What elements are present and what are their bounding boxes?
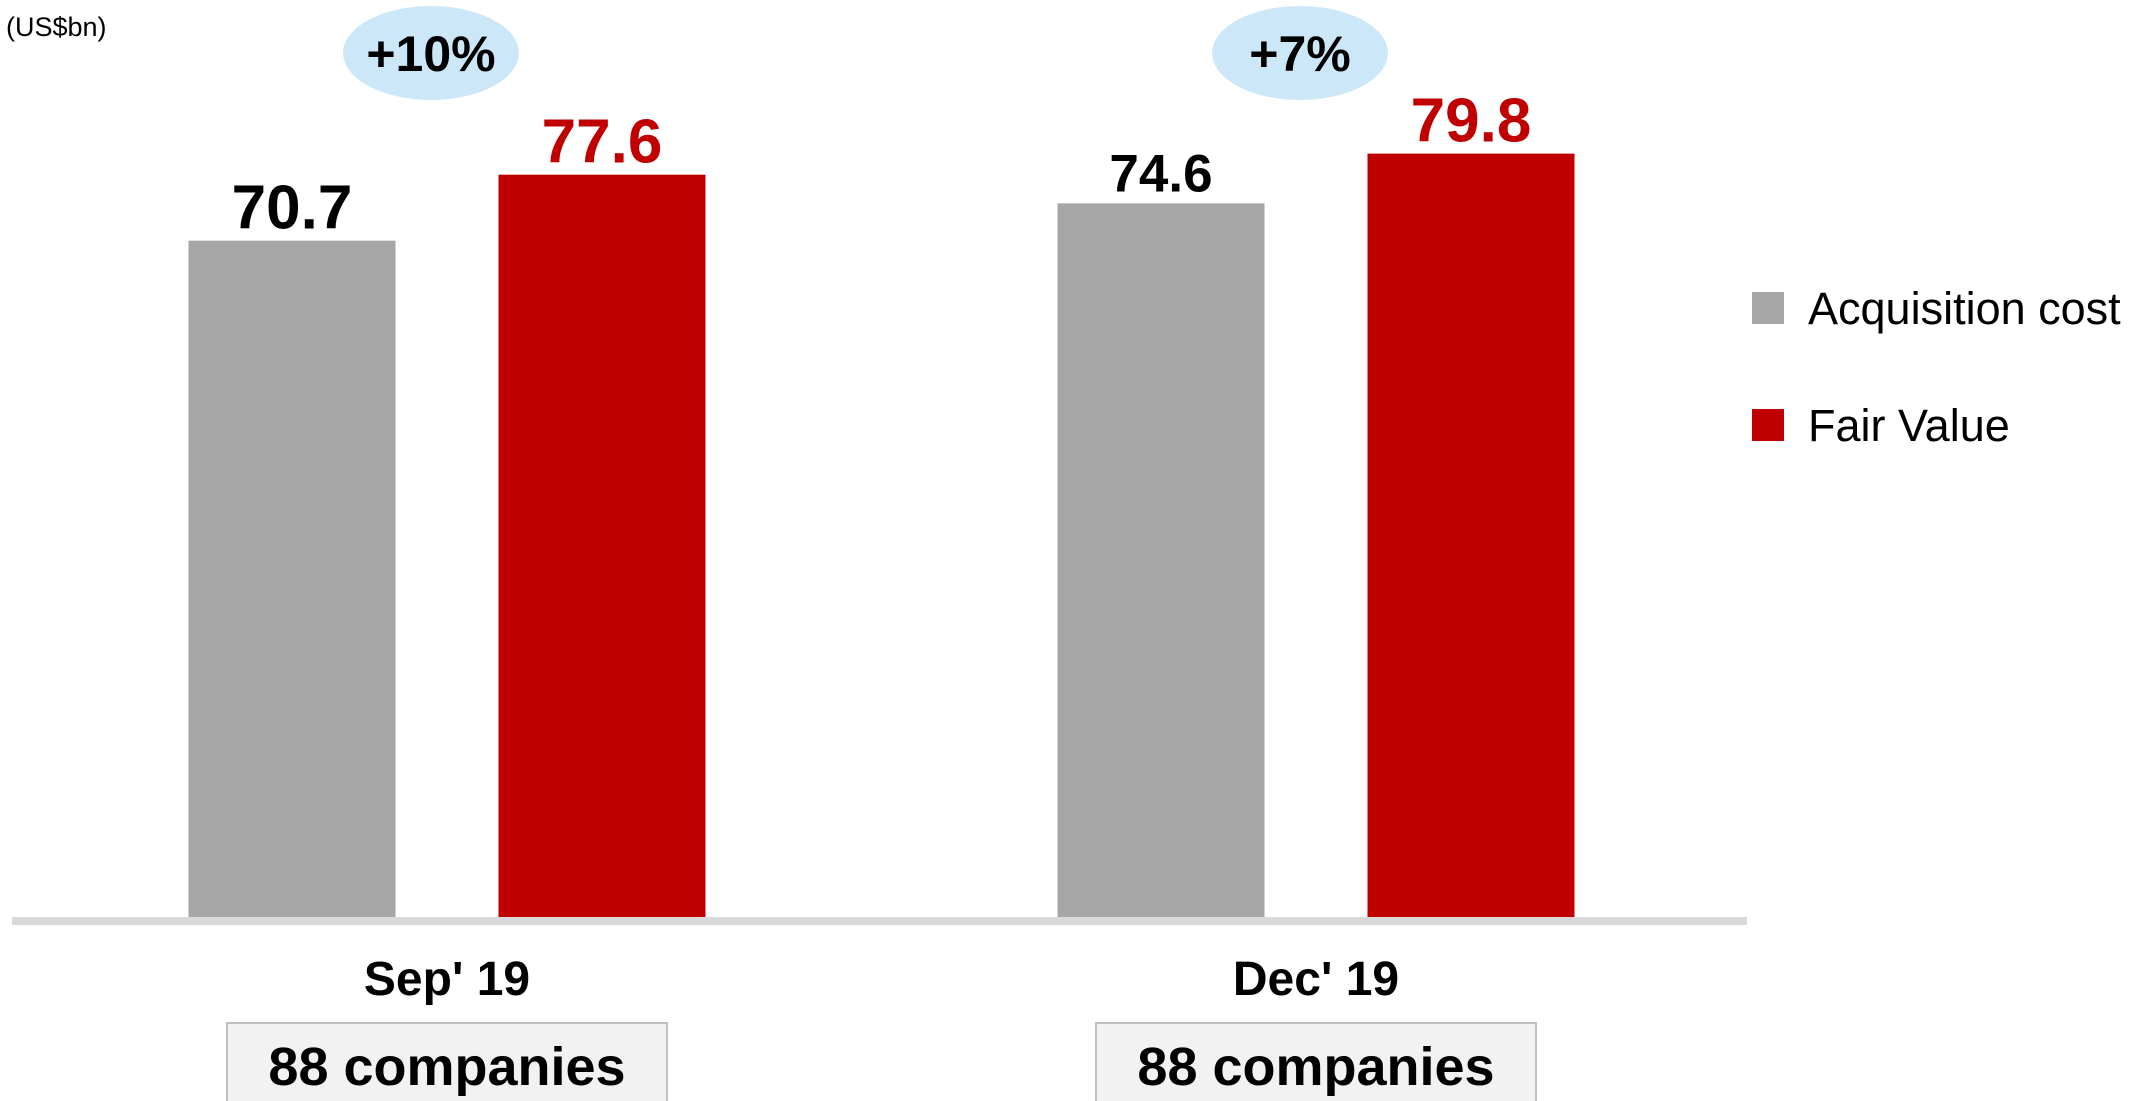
bars-layer	[188, 153, 1575, 918]
legend-swatch-fair-value	[1752, 409, 1784, 441]
category-label: Sep' 19	[364, 953, 530, 1006]
bar-fair-value-1	[1367, 153, 1575, 918]
growth-label: +7%	[1249, 26, 1350, 82]
growth-label: +10%	[366, 26, 495, 82]
bar-fair-value-0	[498, 174, 706, 917]
legend-swatch-acquisition-cost	[1752, 292, 1784, 324]
growth-bubble	[1212, 6, 1388, 100]
legend-label-fair-value: Fair Value	[1808, 400, 2010, 451]
company-count-box	[226, 1022, 668, 1101]
category-labels-layer: Sep' 19 Dec' 19	[364, 953, 1399, 1006]
value-label: 79.8	[1411, 87, 1532, 156]
x-axis-line	[12, 917, 1747, 925]
value-labels-layer: 70.7 77.6 74.6 79.8	[232, 87, 1532, 243]
company-count-box	[1095, 1022, 1537, 1101]
value-label: 74.6	[1109, 144, 1212, 203]
value-label: 77.6	[542, 108, 663, 177]
company-count-label: 88 companies	[268, 1037, 625, 1097]
bar-acquisition-cost-1	[1057, 203, 1265, 917]
bar-acquisition-cost-0	[188, 240, 396, 917]
company-count-label: 88 companies	[1137, 1037, 1494, 1097]
growth-bubbles-layer: +10% +7%	[343, 6, 1388, 100]
legend-label-acquisition-cost: Acquisition cost	[1808, 283, 2121, 334]
legend: Acquisition cost Fair Value	[1752, 283, 2121, 451]
growth-bubble	[343, 6, 519, 100]
company-boxes-layer: 88 companies 88 companies	[226, 1022, 1537, 1101]
category-label: Dec' 19	[1233, 953, 1399, 1006]
value-label: 70.7	[232, 174, 353, 243]
unit-label: (US$bn)	[6, 12, 107, 42]
